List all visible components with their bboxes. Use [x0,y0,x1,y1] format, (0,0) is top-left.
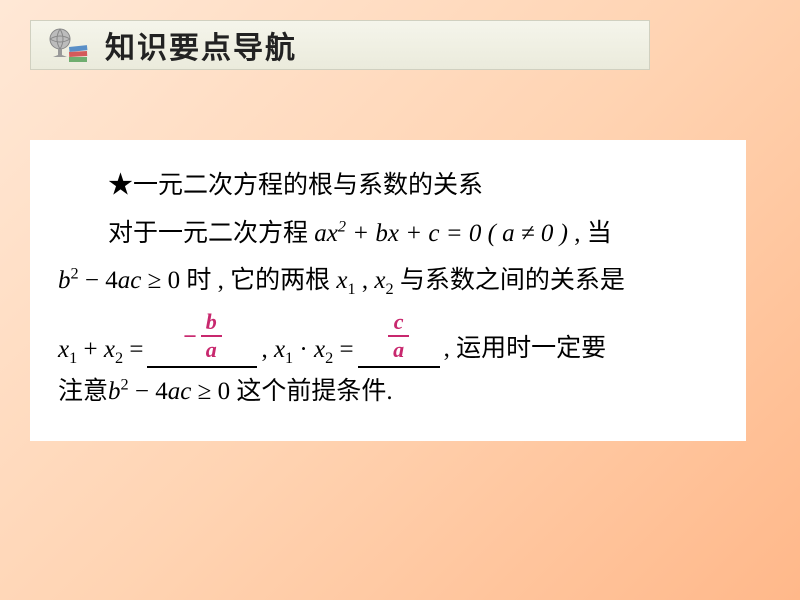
underline-1 [147,364,257,368]
line3-d: 与系数之间的关系是 [394,267,625,294]
fill-line: x1 + x2 = − b a , x1 · x2 = c a [58,311,718,368]
comma-1: , [261,336,274,363]
header-title: 知识要点导航 [105,23,297,67]
line2-part-b: , 当 [568,220,612,247]
line-5: 注意b2 − 4ac ≥ 0 这个前提条件. [58,368,718,416]
line-1: ★一元二次方程的根与系数的关系 [58,162,718,210]
line5-a: 注意 [58,378,108,405]
frac1-den: a [201,335,222,361]
frac2-den: a [388,335,409,361]
answer-2: c a [388,311,409,361]
tail-text: , 运用时一定要 [444,328,607,368]
line5-c: 这个前提条件. [230,378,393,405]
line2-equation: ax2 + bx + c = 0 ( a ≠ 0 ) [314,220,568,247]
frac-b-over-a: b a [201,311,222,361]
line-3: b2 − 4ac ≥ 0 时 , 它的两根 x1 , x2 与系数之间的关系是 [58,257,718,305]
plus-sign: + [77,336,104,363]
eq2-sign: = [333,336,353,363]
content-box: ★一元二次方程的根与系数的关系 对于一元二次方程 ax2 + bx + c = … [30,140,746,441]
star: ★ [108,172,133,199]
dot-sign: · [293,336,314,363]
underline-2 [358,364,440,368]
answer-1: − b a [183,311,222,364]
blank-2: c a [358,311,440,368]
x2-sym: x [104,336,115,363]
frac1-num: b [203,311,220,335]
discriminant-1: b2 − 4ac ≥ 0 [58,267,180,294]
frac2-num: c [391,311,407,335]
x2-sub: 2 [115,349,123,367]
x2b-sym: x [314,336,325,363]
header-bar: 知识要点导航 [30,20,650,70]
x1-sym: x [58,336,69,363]
mid-text: , x1 · x2 = [261,336,353,368]
line2-part-a: 对于一元二次方程 [108,220,314,247]
roots-symbols: x1 , x2 [336,267,393,294]
line-2: 对于一元二次方程 ax2 + bx + c = 0 ( a ≠ 0 ) , 当 [58,210,718,258]
x1b-sub: 1 [285,349,293,367]
eq1-sign: = [123,336,143,363]
x1b-sym: x [274,336,285,363]
blank-1: − b a [147,311,257,368]
sum-lhs: x1 + x2 = [58,336,143,368]
neg-sign: − [183,324,197,351]
line3-b: 时 , 它的两根 [180,267,336,294]
globe-books-icon [45,25,91,65]
discriminant-2: b2 − 4ac ≥ 0 [108,378,230,405]
topic-title: 一元二次方程的根与系数的关系 [133,172,483,199]
